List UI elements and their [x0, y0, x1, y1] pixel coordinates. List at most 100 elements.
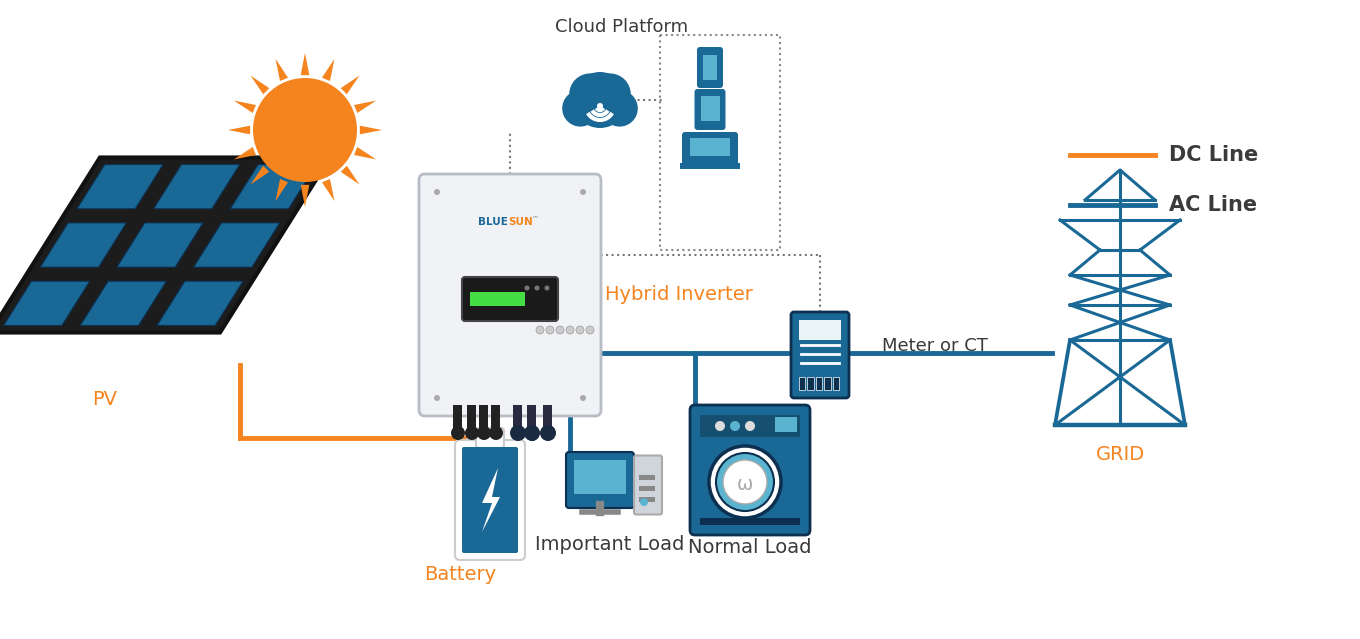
Polygon shape [228, 126, 250, 134]
Text: ω: ω [737, 475, 753, 493]
Bar [690, 138, 730, 156]
Circle shape [253, 78, 356, 182]
Polygon shape [354, 147, 377, 160]
FancyBboxPatch shape [462, 447, 518, 553]
Polygon shape [322, 179, 335, 201]
Bar [639, 486, 656, 491]
FancyBboxPatch shape [456, 440, 525, 560]
Bar [479, 405, 488, 433]
Text: SUN: SUN [509, 217, 533, 227]
Bar [680, 163, 740, 169]
Circle shape [715, 421, 725, 431]
Bar [466, 405, 476, 433]
Polygon shape [360, 126, 382, 134]
Circle shape [589, 73, 631, 116]
Polygon shape [341, 75, 359, 95]
Circle shape [536, 326, 544, 334]
Polygon shape [276, 59, 288, 81]
Polygon shape [78, 164, 163, 209]
Bar [703, 55, 717, 80]
Bar [800, 320, 840, 340]
Circle shape [641, 498, 647, 506]
Polygon shape [234, 100, 256, 113]
Polygon shape [80, 281, 166, 325]
Text: Battery: Battery [424, 565, 496, 584]
Circle shape [577, 326, 583, 334]
Text: PV: PV [92, 390, 117, 409]
Polygon shape [234, 147, 256, 160]
Circle shape [490, 426, 503, 440]
Circle shape [730, 421, 740, 431]
Text: Important Load: Important Load [536, 535, 684, 554]
Bar [528, 405, 536, 433]
Circle shape [434, 189, 441, 195]
Polygon shape [250, 75, 269, 95]
FancyBboxPatch shape [792, 312, 849, 398]
FancyBboxPatch shape [476, 428, 505, 448]
Bar [660, 35, 781, 250]
Bar [453, 405, 462, 433]
Text: AC Line: AC Line [1170, 195, 1257, 215]
Text: ™: ™ [532, 215, 539, 221]
Circle shape [452, 426, 465, 440]
Circle shape [586, 326, 594, 334]
Circle shape [579, 189, 586, 195]
Polygon shape [250, 166, 269, 185]
Bar [824, 377, 831, 390]
Text: DC Line: DC Line [1170, 145, 1258, 165]
Bar [639, 475, 656, 480]
Polygon shape [301, 53, 309, 75]
Bar [574, 460, 626, 494]
FancyBboxPatch shape [698, 47, 724, 88]
Polygon shape [354, 100, 377, 113]
Circle shape [544, 286, 549, 291]
Circle shape [540, 425, 556, 441]
Text: Cloud Platform: Cloud Platform [555, 18, 688, 36]
Circle shape [534, 286, 540, 291]
Bar [832, 377, 839, 390]
Polygon shape [156, 281, 243, 325]
Polygon shape [341, 166, 359, 185]
Polygon shape [481, 468, 500, 532]
Text: GRID: GRID [1095, 445, 1145, 464]
Circle shape [465, 426, 479, 440]
Polygon shape [230, 164, 317, 209]
Polygon shape [322, 59, 335, 81]
Circle shape [566, 326, 574, 334]
Circle shape [715, 453, 774, 511]
FancyBboxPatch shape [681, 132, 738, 166]
Circle shape [601, 90, 638, 127]
Circle shape [525, 286, 529, 291]
Circle shape [477, 426, 491, 440]
Polygon shape [301, 185, 309, 207]
Circle shape [573, 72, 628, 128]
Circle shape [524, 425, 540, 441]
Polygon shape [193, 223, 280, 267]
FancyBboxPatch shape [695, 89, 725, 130]
Bar [808, 377, 813, 390]
Polygon shape [41, 223, 126, 267]
Bar [639, 497, 656, 502]
Text: Meter or CT: Meter or CT [883, 337, 987, 355]
Text: BLUE: BLUE [479, 217, 509, 227]
Circle shape [579, 395, 586, 401]
Bar [543, 405, 552, 433]
Text: Hybrid Inverter: Hybrid Inverter [605, 285, 753, 304]
Circle shape [745, 421, 755, 431]
Circle shape [545, 326, 554, 334]
Circle shape [562, 90, 598, 127]
Polygon shape [0, 157, 330, 332]
FancyBboxPatch shape [634, 456, 662, 514]
FancyBboxPatch shape [566, 452, 634, 508]
FancyBboxPatch shape [462, 277, 558, 321]
Circle shape [434, 395, 441, 401]
Circle shape [709, 446, 781, 518]
Bar [800, 377, 805, 390]
Bar [700, 518, 800, 525]
Polygon shape [276, 179, 288, 201]
Polygon shape [4, 281, 90, 325]
Circle shape [556, 326, 564, 334]
Circle shape [597, 103, 602, 109]
Polygon shape [154, 164, 239, 209]
Circle shape [570, 73, 611, 116]
